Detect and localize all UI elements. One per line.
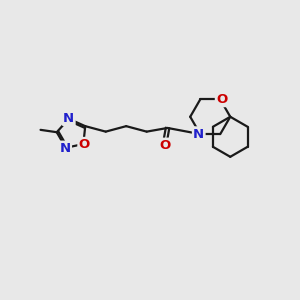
Text: O: O xyxy=(216,93,227,106)
Text: N: N xyxy=(193,128,204,141)
Text: N: N xyxy=(60,142,71,155)
Text: N: N xyxy=(63,112,74,125)
Text: O: O xyxy=(159,139,171,152)
Text: O: O xyxy=(79,138,90,151)
